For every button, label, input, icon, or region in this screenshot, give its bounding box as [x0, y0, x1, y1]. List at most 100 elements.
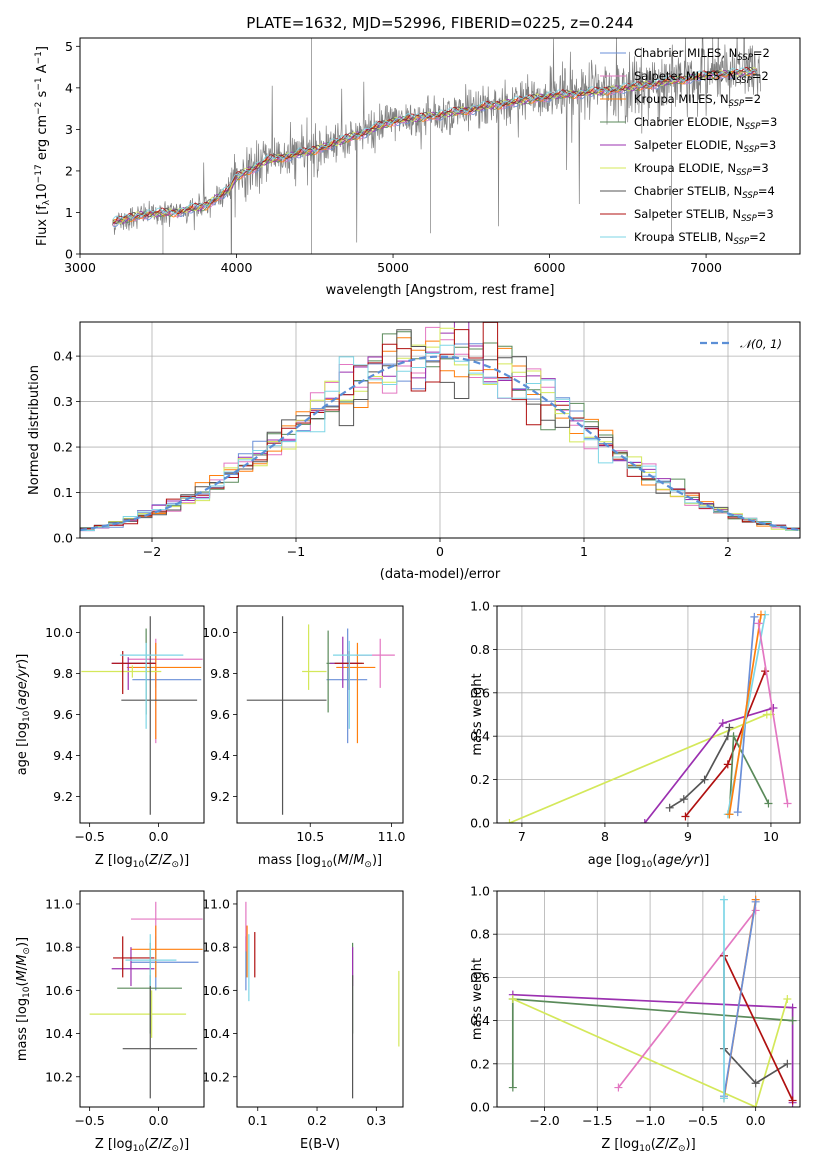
axes-panel-3: 10.5 11.0 9.2 9.4 9.6 9.8 10.0 mass [log10(M/M⊙…	[202, 605, 406, 870]
y-tick-label: 1.0	[470, 599, 490, 614]
plot-area	[81, 616, 203, 815]
y-tick-label: 0.4	[470, 1013, 490, 1028]
marker-chabrier_stelib	[751, 1079, 760, 1088]
legend-entry: Chabrier ELODIE, NSSP=3	[634, 115, 777, 132]
marker-salpeter_miles	[754, 619, 763, 628]
y-tick-label: 2	[65, 163, 73, 178]
figure-title: PLATE=1632, MJD=52996, FIBERID=0225, z=0…	[246, 14, 633, 32]
legend: Chabrier MILES, NSSP=2 Salpeter MILES, NS…	[600, 46, 777, 247]
axes-frame	[496, 890, 801, 1108]
y-tick-label: 4	[65, 80, 73, 95]
series-chabrier_miles	[723, 901, 757, 1097]
marker-salpeter_stelib	[723, 760, 732, 769]
marker-chabrier_elodie	[788, 1016, 797, 1025]
y-tick-label: 5	[65, 39, 73, 54]
marker-chabrier_elodie	[764, 799, 773, 808]
y-tick-label: 0.8	[470, 927, 490, 942]
x-axis-label: age [log10(age/yr)]	[588, 853, 710, 870]
axes-frame	[79, 321, 801, 539]
axes-frame	[236, 890, 404, 1108]
x-tick-label: 2	[724, 544, 732, 559]
x-axis-label: (data-model)/error	[380, 567, 501, 582]
y-tick-label: 0.4	[53, 349, 73, 364]
x-tick-label: 0.1	[248, 1113, 268, 1128]
marker-salpeter_stelib	[788, 1096, 797, 1105]
model-spectrum-salpeter_miles	[112, 70, 757, 227]
y-tick-label: 9.8	[210, 666, 230, 681]
x-axis-label: wavelength [Angstrom, rest frame]	[326, 283, 555, 298]
legend-entry: Salpeter STELIB, NSSP=3	[634, 207, 774, 224]
y-tick-label: 10.4	[45, 1026, 73, 1041]
model-spectrum-chabrier_stelib	[112, 66, 757, 224]
y-tick-label: 11.0	[45, 896, 73, 911]
y-tick-label: 10.6	[202, 983, 230, 998]
marker-salpeter_elodie	[718, 719, 727, 728]
x-axis-label: mass [log10(M/M⊙)]	[258, 853, 382, 870]
x-tick-label: −2.0	[529, 1113, 559, 1128]
x-tick-label: 0.2	[307, 1113, 327, 1128]
y-axis-label: age [log10(age/yr)]	[15, 654, 32, 776]
marker-salpeter_elodie	[640, 819, 649, 823]
axes-frame	[79, 605, 205, 824]
y-tick-label: 9.6	[210, 707, 230, 722]
marker-chabrier_miles	[751, 897, 760, 906]
axes-frame	[79, 890, 205, 1108]
axes-frame	[496, 605, 801, 824]
y-tick-label: 1	[65, 205, 73, 220]
marker-chabrier_stelib	[665, 803, 674, 812]
x-tick-label: −1.5	[582, 1113, 612, 1128]
y-axis-label: Normed distribution	[27, 365, 42, 495]
y-tick-label: 0.8	[470, 642, 490, 657]
series-salpeter_miles	[757, 623, 789, 804]
legend-entry: Chabrier STELIB, NSSP=4	[634, 184, 775, 201]
y-tick-label: 0.2	[53, 440, 73, 455]
y-tick-label: 10.2	[45, 1069, 73, 1084]
y-tick-label: 0.2	[470, 1056, 490, 1071]
marker-kroupa_stelib	[719, 895, 728, 904]
x-tick-label: 0.0	[746, 1113, 766, 1128]
x-tick-label: 10	[763, 829, 779, 844]
y-axis-label: mass [log10(M/M⊙)]	[15, 937, 32, 1061]
histogram-kroupa_elodie	[80, 327, 800, 531]
legend-entry: Chabrier MILES, NSSP=2	[634, 46, 770, 63]
y-tick-label: 1.0	[470, 884, 490, 899]
y-tick-label: 10.6	[45, 983, 73, 998]
plot-area	[508, 895, 797, 1107]
axes-frame	[79, 37, 801, 255]
marker-salpeter_elodie	[788, 1003, 797, 1012]
x-tick-label: 1	[580, 544, 588, 559]
y-tick-label: 11.0	[202, 896, 230, 911]
y-tick-label: 9.2	[53, 789, 73, 804]
legend-entry: Kroupa STELIB, NSSP=2	[634, 230, 766, 247]
data-spectrum	[111, 38, 761, 254]
series-kroupa_elodie	[512, 998, 789, 1107]
axes-panel-0: 3000 4000 5000 6000 7000 0 1 2 3 4 5 wavelength [An…	[34, 37, 801, 298]
plot-area	[246, 616, 395, 815]
marker-salpeter_miles	[751, 906, 760, 915]
x-axis-label: E(B-V)	[300, 1137, 340, 1152]
x-tick-label: 8	[601, 829, 609, 844]
x-tick-label: −1	[287, 544, 305, 559]
y-tick-label: 0.6	[470, 970, 490, 985]
marker-chabrier_stelib	[700, 775, 709, 784]
y-tick-label: 10.8	[202, 940, 230, 955]
normal-curve	[80, 355, 800, 532]
legend-entry: Kroupa MILES, NSSP=2	[634, 92, 761, 109]
plot-area	[505, 610, 792, 823]
x-axis-label: Z [log10(Z/Z⊙)]	[95, 1137, 189, 1154]
marker-chabrier_miles	[750, 612, 759, 621]
histogram-salpeter_stelib	[80, 322, 800, 530]
x-tick-label: 10.5	[296, 829, 324, 844]
y-tick-label: 9.4	[210, 748, 230, 763]
x-tick-label: 0.0	[149, 829, 169, 844]
y-tick-label: 10.4	[202, 1026, 230, 1041]
y-tick-label: 0.6	[470, 685, 490, 700]
y-tick-label: 9.2	[210, 789, 230, 804]
x-tick-label: 5000	[377, 260, 409, 275]
marker-kroupa_elodie	[505, 819, 514, 823]
marker-kroupa_miles	[756, 610, 765, 619]
marker-kroupa_stelib	[719, 1094, 728, 1103]
axes-panel-7: −2.0 −1.5 −1.0 −0.5 0.0 0.0 0.2 0.4 0.6 0.8 1.0 Z […	[470, 884, 801, 1154]
x-axis-label: Z [log10(Z/Z⊙)]	[95, 853, 189, 870]
